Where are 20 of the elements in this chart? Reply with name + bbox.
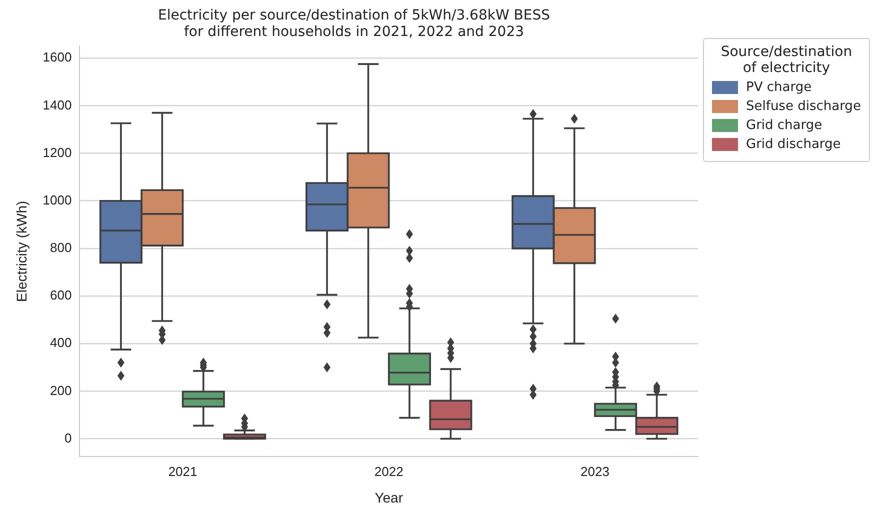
y-tick-label: 600 xyxy=(50,288,72,303)
x-tick-label: 2022 xyxy=(374,464,404,479)
legend-label: PV charge xyxy=(746,80,812,95)
x-tick-label: 2023 xyxy=(580,464,610,479)
legend-label: Grid discharge xyxy=(746,137,841,152)
x-tick-label: 2021 xyxy=(168,464,198,479)
y-axis-title: Electricity (kWh) xyxy=(13,200,30,302)
chart-title: Electricity per source/destination of 5kWh/3.68kW BESS for different households in 2021, 2022 and 2023 xyxy=(158,8,550,40)
y-tick-label: 800 xyxy=(50,240,72,256)
legend-label: Grid charge xyxy=(746,118,822,133)
x-axis-title: Year xyxy=(374,489,404,506)
y-tick-label: 200 xyxy=(50,382,72,398)
y-tick-label: 1200 xyxy=(42,144,72,160)
legend-label: Selfuse discharge xyxy=(746,99,861,114)
legend-title: Source/destination of electricity xyxy=(720,44,854,76)
y-tick-label: 0 xyxy=(64,430,72,446)
y-tick-label: 1000 xyxy=(42,192,72,208)
y-tick-label: 400 xyxy=(50,335,72,350)
y-tick-label: 1600 xyxy=(42,50,72,65)
y-tick-label: 1400 xyxy=(42,97,72,112)
